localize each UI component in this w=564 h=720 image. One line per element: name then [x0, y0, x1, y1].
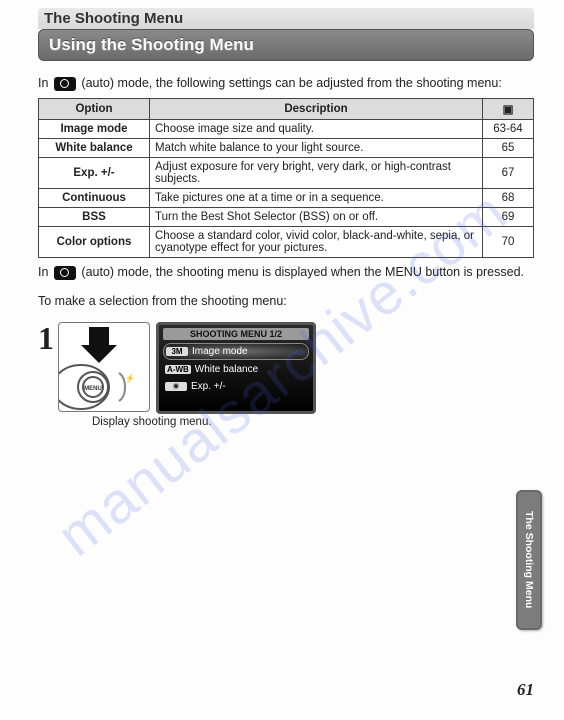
col-option: Option	[39, 98, 150, 119]
step-number: 1	[38, 322, 54, 354]
step-1: 1 MENU ⚡ SHOOTING MENU 1/2 3M	[38, 322, 534, 414]
options-table: Option Description ▣ Image mode Choose i…	[38, 98, 534, 258]
col-page-icon: ▣	[483, 98, 534, 119]
lcd-label: Image mode	[192, 346, 248, 357]
table-row: Image mode Choose image size and quality…	[39, 119, 534, 138]
table-row: Exp. +/- Adjust exposure for very bright…	[39, 157, 534, 188]
lcd-screen: SHOOTING MENU 1/2 3M Image mode A-WB Whi…	[156, 322, 316, 414]
opt-name: Exp. +/-	[39, 157, 150, 188]
lcd-tag: 3M	[166, 347, 188, 356]
press-menu-illustration: MENU ⚡	[58, 322, 150, 412]
svg-text:MENU: MENU	[84, 386, 102, 392]
opt-page: 63-64	[483, 119, 534, 138]
opt-name: Continuous	[39, 188, 150, 207]
lcd-item: A-WB White balance	[163, 362, 309, 377]
opt-name: White balance	[39, 138, 150, 157]
opt-name: Color options	[39, 226, 150, 257]
page-number: 61	[517, 680, 534, 700]
opt-page: 67	[483, 157, 534, 188]
step-caption: Display shooting menu.	[92, 416, 352, 428]
section-label: The Shooting Menu	[38, 8, 534, 29]
lcd-label: Exp. +/-	[191, 381, 226, 392]
side-tab: The Shooting Menu	[516, 490, 542, 630]
table-header-row: Option Description ▣	[39, 98, 534, 119]
intro-after: (auto) mode, the following settings can …	[81, 76, 501, 90]
page-title: Using the Shooting Menu	[38, 29, 534, 61]
table-row: BSS Turn the Best Shot Selector (BSS) on…	[39, 207, 534, 226]
table-row: Continuous Take pictures one at a time o…	[39, 188, 534, 207]
after-after: (auto) mode, the shooting menu is displa…	[81, 265, 524, 279]
opt-name: BSS	[39, 207, 150, 226]
table-row: White balance Match white balance to you…	[39, 138, 534, 157]
opt-page: 65	[483, 138, 534, 157]
camera-auto-icon	[54, 266, 76, 280]
opt-desc: Choose a standard color, vivid color, bl…	[150, 226, 483, 257]
select-prompt: To make a selection from the shooting me…	[38, 293, 534, 310]
opt-page: 68	[483, 188, 534, 207]
intro-before: In	[38, 76, 48, 90]
opt-page: 69	[483, 207, 534, 226]
table-row: Color options Choose a standard color, v…	[39, 226, 534, 257]
intro-text: In (auto) mode, the following settings c…	[38, 75, 534, 92]
opt-page: 70	[483, 226, 534, 257]
opt-desc: Adjust exposure for very bright, very da…	[150, 157, 483, 188]
menu-press-icon: MENU ⚡	[59, 323, 149, 411]
camera-auto-icon	[54, 77, 76, 91]
lcd-tag: A-WB	[165, 365, 191, 374]
opt-desc: Take pictures one at a time or in a sequ…	[150, 188, 483, 207]
opt-name: Image mode	[39, 119, 150, 138]
after-before: In	[38, 265, 48, 279]
lcd-title: SHOOTING MENU 1/2	[163, 328, 309, 340]
col-description: Description	[150, 98, 483, 119]
opt-desc: Choose image size and quality.	[150, 119, 483, 138]
opt-desc: Match white balance to your light source…	[150, 138, 483, 157]
lcd-item: ☀ Exp. +/-	[163, 379, 309, 394]
lcd-item-selected: 3M Image mode	[163, 343, 309, 360]
opt-desc: Turn the Best Shot Selector (BSS) on or …	[150, 207, 483, 226]
after-table-text: In (auto) mode, the shooting menu is dis…	[38, 264, 534, 281]
lcd-label: White balance	[195, 364, 258, 375]
lcd-tag: ☀	[165, 382, 187, 391]
svg-text:⚡: ⚡	[125, 373, 135, 383]
